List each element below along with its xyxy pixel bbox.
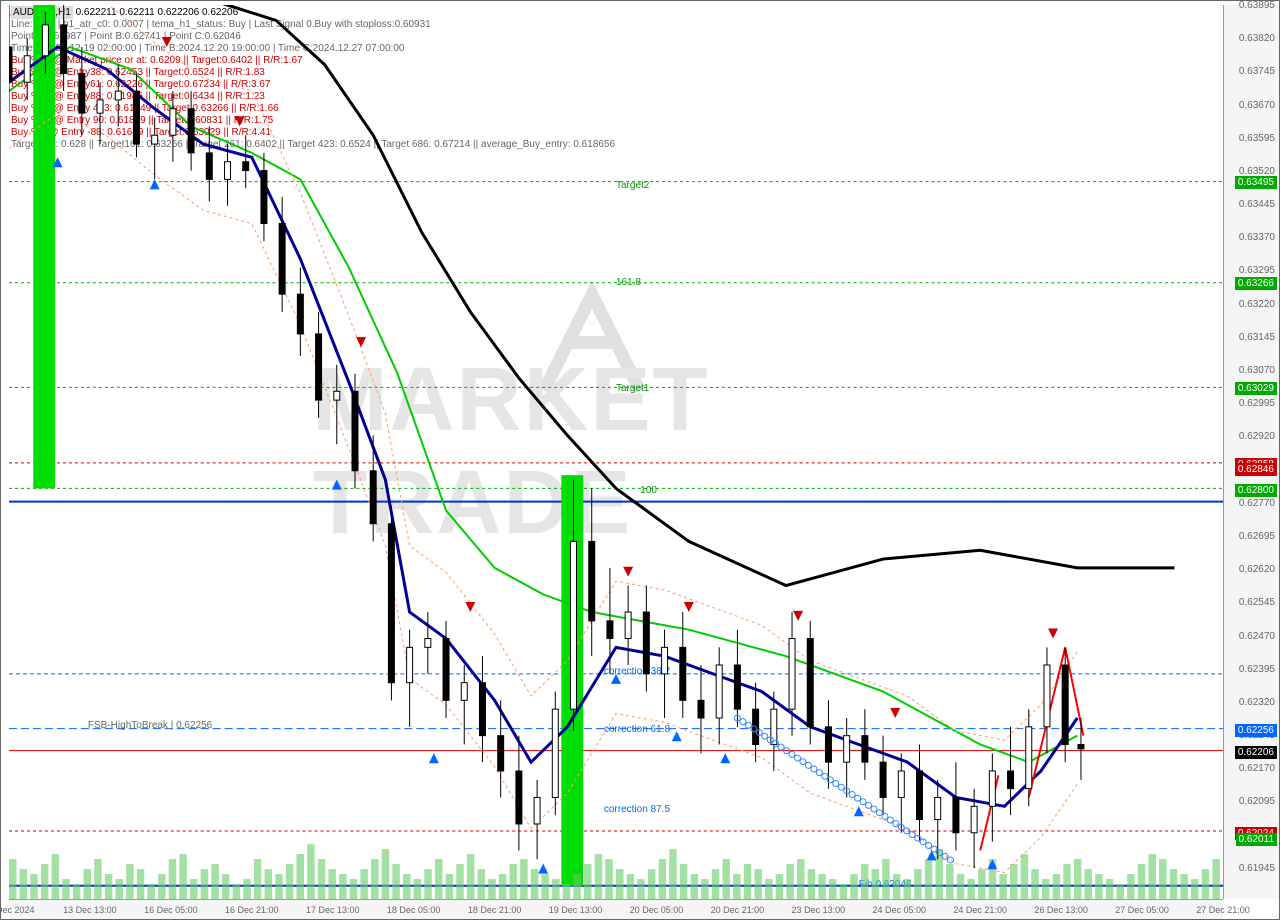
x-axis: 12 Dec 202413 Dec 13:0016 Dec 05:0016 De… xyxy=(9,899,1223,919)
x-tick: 19 Dec 13:00 xyxy=(549,905,603,915)
trading-chart[interactable]: MARKET TRADE AUDUSD,H1 0.622211 0.62211 … xyxy=(0,0,1280,920)
x-tick: 20 Dec 05:00 xyxy=(630,905,684,915)
y-tick: 0.62545 xyxy=(1239,597,1275,608)
x-tick: 17 Dec 13:00 xyxy=(306,905,360,915)
y-tick: 0.63745 xyxy=(1239,66,1275,77)
y-tick: 0.63895 xyxy=(1239,0,1275,11)
price-label: 0.63029 xyxy=(1235,382,1277,395)
y-tick: 0.62395 xyxy=(1239,664,1275,675)
y-tick: 0.62170 xyxy=(1239,763,1275,774)
y-tick: 0.62770 xyxy=(1239,498,1275,509)
x-tick: 16 Dec 05:00 xyxy=(144,905,198,915)
chart-svg xyxy=(9,5,1223,899)
x-tick: 26 Dec 13:00 xyxy=(1034,905,1088,915)
y-tick: 0.62095 xyxy=(1239,796,1275,807)
x-tick: 20 Dec 21:00 xyxy=(711,905,765,915)
y-tick: 0.62620 xyxy=(1239,564,1275,575)
price-label: 0.62256 xyxy=(1235,724,1277,737)
y-tick: 0.63145 xyxy=(1239,332,1275,343)
x-tick: 18 Dec 21:00 xyxy=(468,905,522,915)
x-tick: 16 Dec 21:00 xyxy=(225,905,279,915)
x-tick: 18 Dec 05:00 xyxy=(387,905,441,915)
price-label: 0.62800 xyxy=(1235,484,1277,497)
y-axis: 0.638950.638200.637450.636700.635950.635… xyxy=(1223,5,1279,899)
y-tick: 0.62470 xyxy=(1239,631,1275,642)
x-tick: 23 Dec 13:00 xyxy=(792,905,846,915)
x-tick: 27 Dec 21:00 xyxy=(1196,905,1250,915)
y-tick: 0.62320 xyxy=(1239,697,1275,708)
y-tick: 0.63670 xyxy=(1239,100,1275,111)
x-tick: 12 Dec 2024 xyxy=(0,905,35,915)
y-tick: 0.62920 xyxy=(1239,431,1275,442)
x-tick: 24 Dec 05:00 xyxy=(872,905,926,915)
x-tick: 13 Dec 13:00 xyxy=(63,905,117,915)
chart-plot-area[interactable]: MARKET TRADE AUDUSD,H1 0.622211 0.62211 … xyxy=(9,5,1223,899)
y-tick: 0.61945 xyxy=(1239,863,1275,874)
price-label: 0.62846 xyxy=(1235,463,1277,476)
y-tick: 0.63220 xyxy=(1239,299,1275,310)
y-tick: 0.63070 xyxy=(1239,365,1275,376)
x-tick: 27 Dec 05:00 xyxy=(1115,905,1169,915)
y-tick: 0.63820 xyxy=(1239,33,1275,44)
price-label: 0.63266 xyxy=(1235,277,1277,290)
y-tick: 0.62995 xyxy=(1239,398,1275,409)
y-tick: 0.62695 xyxy=(1239,531,1275,542)
y-tick: 0.63370 xyxy=(1239,232,1275,243)
y-tick: 0.63295 xyxy=(1239,265,1275,276)
x-tick: 24 Dec 21:00 xyxy=(953,905,1007,915)
price-label: 0.62206 xyxy=(1235,746,1277,759)
y-tick: 0.63445 xyxy=(1239,199,1275,210)
price-label: 0.62011 xyxy=(1236,833,1277,846)
y-tick: 0.63595 xyxy=(1239,133,1275,144)
price-label: 0.63495 xyxy=(1235,176,1277,189)
